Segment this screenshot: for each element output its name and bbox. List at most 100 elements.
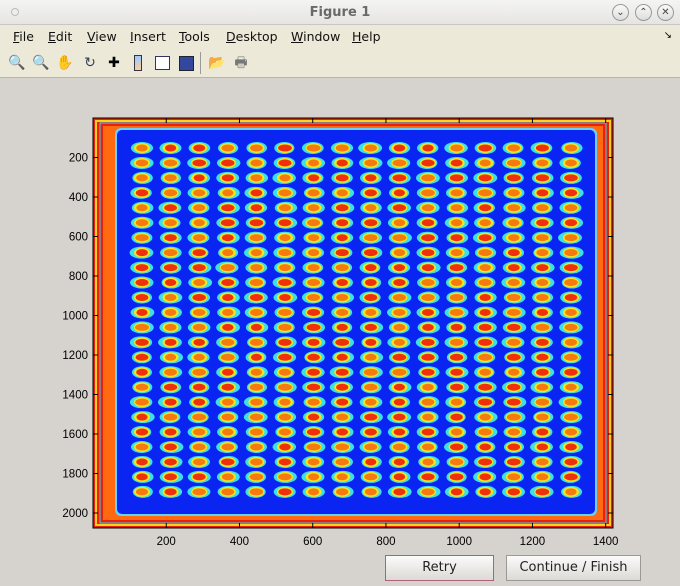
spot-core (249, 338, 263, 346)
spot-core (421, 174, 435, 182)
zoom-in-icon[interactable]: 🔍 (8, 55, 26, 71)
spot-core (392, 159, 407, 167)
spot-core (536, 204, 549, 212)
spot-core (222, 308, 234, 316)
spot-core (136, 204, 148, 212)
print-icon[interactable]: 🖶 (234, 55, 248, 71)
spot-core (336, 219, 349, 227)
pan-hand-icon[interactable]: ✋ (56, 55, 74, 71)
spot-core (450, 443, 464, 451)
spot-core (421, 264, 435, 272)
spot-core (336, 234, 348, 242)
spot-core (535, 488, 550, 496)
spot-core (222, 323, 234, 331)
spot-core (564, 249, 578, 257)
spot-core (192, 264, 206, 272)
rotate-3d-icon[interactable]: ↻ (84, 55, 96, 71)
dock-arrow-icon[interactable]: ↘ (663, 30, 672, 41)
menu-insert[interactable]: Insert (130, 29, 166, 44)
spot-core (278, 458, 292, 466)
menu-desktop[interactable]: Desktop (226, 29, 278, 44)
toolbar: 🔍 🔍 ✋ ↻ ✚ 📂 🖶 (0, 48, 680, 78)
menu-edit[interactable]: Edit (48, 29, 73, 44)
spot-core (221, 488, 235, 496)
menu-help[interactable]: Help (352, 29, 381, 44)
spot-core (193, 338, 205, 346)
spot-core (335, 144, 349, 152)
spot-core (250, 458, 263, 466)
spot-core (136, 458, 148, 466)
spot-core (536, 249, 549, 257)
spot-core (136, 413, 148, 421)
spot-core (222, 294, 234, 301)
spot-core (336, 294, 349, 301)
maximize-icon[interactable]: ⌃ (635, 4, 652, 21)
spot-core (136, 473, 148, 481)
menu-window[interactable]: Window (291, 29, 341, 44)
menu-view[interactable]: View (87, 29, 117, 44)
save-icon[interactable] (176, 53, 196, 73)
spot-core (250, 308, 263, 316)
spot-core (307, 264, 320, 272)
menu-file[interactable]: File (13, 29, 34, 44)
spot-core (393, 458, 405, 466)
menu-tools[interactable]: Tools (179, 29, 210, 44)
spot-core (392, 204, 407, 212)
spot-core (421, 159, 435, 167)
spot-core (507, 189, 520, 197)
spot-core (421, 219, 435, 227)
spot-core (335, 443, 350, 451)
window-menu-icon[interactable] (11, 8, 19, 16)
retry-button[interactable]: Retry (385, 555, 494, 581)
spot-core (364, 279, 377, 287)
y-tick-label: 600 (69, 231, 88, 243)
spot-core (164, 279, 177, 287)
spot-core (479, 473, 491, 481)
legend-icon[interactable] (152, 53, 172, 73)
spot-core (450, 383, 464, 391)
spot-core (564, 458, 578, 466)
spot-core (250, 398, 263, 406)
spot-core (278, 383, 292, 391)
spot-core (250, 204, 263, 212)
spot-core (393, 413, 406, 421)
spot-core (335, 264, 349, 272)
open-folder-icon[interactable]: 📂 (208, 55, 226, 71)
spot-core (421, 473, 435, 481)
spot-core (393, 189, 405, 197)
spot-core (249, 488, 264, 496)
spot-core (422, 458, 434, 466)
close-icon[interactable]: ✕ (657, 4, 674, 21)
spot-core (565, 159, 577, 167)
spot-core (478, 144, 492, 152)
toolbar-separator (200, 52, 201, 74)
spot-core (278, 279, 292, 287)
minimize-icon[interactable]: ⌄ (612, 4, 629, 21)
data-cursor-icon[interactable]: ✚ (108, 55, 120, 71)
spot-core (135, 398, 149, 406)
spot-core (535, 144, 549, 152)
spot-core (192, 323, 206, 331)
title-bar: Figure 1 ⌄ ⌃ ✕ (0, 0, 680, 25)
image-border-cyan (99, 122, 607, 524)
spot-core (449, 353, 464, 361)
zoom-out-icon[interactable]: 🔍 (32, 55, 50, 71)
spot-core (421, 294, 435, 301)
spot-core (164, 353, 177, 361)
spot-core (421, 488, 435, 496)
spot-core (536, 473, 549, 481)
spot-core (478, 383, 493, 391)
continue-finish-button[interactable]: Continue / Finish (506, 555, 641, 581)
spot-core (336, 323, 348, 331)
spot-core (164, 323, 177, 331)
spot-core (564, 428, 578, 436)
spot-core (536, 264, 549, 272)
spot-core (479, 159, 491, 167)
spot-core (164, 428, 177, 436)
colorbar-icon[interactable] (128, 53, 148, 73)
spot-core (506, 353, 521, 361)
spot-core (193, 428, 206, 436)
spot-core (192, 308, 206, 316)
spot-core (278, 204, 292, 212)
